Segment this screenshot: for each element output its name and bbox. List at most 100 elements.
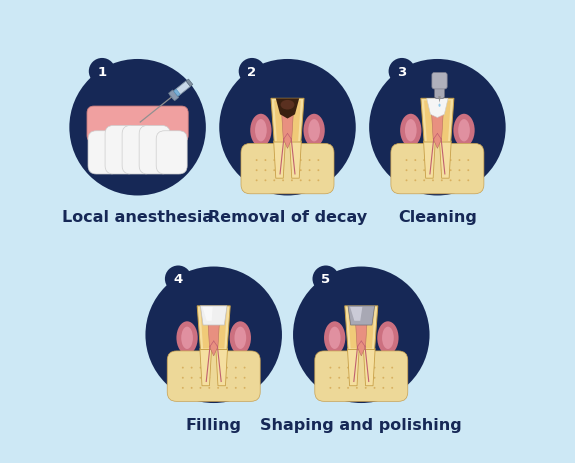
Circle shape [423,160,425,162]
Circle shape [217,367,219,369]
Circle shape [338,377,340,379]
Circle shape [458,180,461,182]
Circle shape [182,377,184,379]
Circle shape [239,59,265,85]
Polygon shape [216,349,228,386]
Circle shape [282,180,284,182]
Circle shape [145,267,282,403]
FancyBboxPatch shape [156,131,187,175]
Circle shape [264,160,266,162]
Circle shape [300,160,302,162]
Circle shape [226,367,228,369]
Circle shape [217,377,219,379]
Text: Shaping and polishing: Shaping and polishing [260,417,462,432]
Circle shape [415,170,416,172]
Polygon shape [271,99,304,143]
Circle shape [329,387,331,389]
FancyBboxPatch shape [391,144,484,194]
Ellipse shape [177,322,198,355]
Circle shape [191,367,193,369]
Circle shape [338,367,340,369]
Circle shape [291,170,293,172]
Circle shape [347,387,349,389]
Ellipse shape [377,322,398,355]
Circle shape [365,367,367,369]
Polygon shape [363,349,375,386]
Ellipse shape [453,114,475,147]
Circle shape [432,160,434,162]
Circle shape [208,367,210,369]
Polygon shape [348,306,374,325]
FancyBboxPatch shape [315,351,408,401]
Circle shape [264,180,266,182]
Circle shape [208,377,210,379]
Circle shape [226,377,228,379]
Polygon shape [274,142,285,179]
Circle shape [415,180,416,182]
Ellipse shape [229,322,251,355]
Circle shape [450,180,451,182]
Ellipse shape [255,120,267,142]
Polygon shape [355,312,367,356]
Circle shape [273,160,275,162]
Polygon shape [274,101,301,142]
Circle shape [365,377,367,379]
FancyBboxPatch shape [105,126,136,175]
Circle shape [347,367,349,369]
Circle shape [300,180,302,182]
Circle shape [300,170,302,172]
Circle shape [165,266,191,293]
Ellipse shape [439,105,440,107]
Circle shape [382,367,384,369]
Circle shape [309,180,311,182]
Circle shape [329,377,331,379]
Circle shape [467,180,469,182]
Circle shape [235,377,237,379]
Circle shape [415,160,416,162]
Circle shape [329,367,331,369]
Circle shape [200,387,201,389]
Circle shape [256,180,258,182]
Circle shape [450,160,451,162]
Circle shape [317,170,319,172]
Circle shape [217,387,219,389]
Polygon shape [427,99,448,118]
Circle shape [256,160,258,162]
Circle shape [182,387,184,389]
Ellipse shape [458,120,470,142]
Polygon shape [431,105,444,149]
Polygon shape [168,91,179,101]
Circle shape [291,180,293,182]
Circle shape [200,367,201,369]
Polygon shape [424,142,435,179]
Circle shape [450,170,451,172]
Circle shape [458,160,461,162]
Circle shape [208,387,210,389]
Circle shape [467,170,469,172]
Circle shape [309,160,311,162]
Circle shape [423,170,425,172]
Polygon shape [290,142,301,179]
Text: 2: 2 [247,66,256,79]
Circle shape [391,367,393,369]
Polygon shape [424,101,451,142]
Circle shape [191,387,193,389]
Ellipse shape [405,120,417,142]
Circle shape [264,170,266,172]
Circle shape [89,59,116,85]
Circle shape [405,180,408,182]
Polygon shape [276,99,299,119]
Circle shape [405,160,408,162]
Circle shape [356,377,358,379]
Circle shape [369,60,505,196]
Ellipse shape [400,114,421,147]
Ellipse shape [181,327,193,349]
Circle shape [70,60,206,196]
Circle shape [244,367,246,369]
Circle shape [191,377,193,379]
Circle shape [365,387,367,389]
Polygon shape [345,306,378,350]
Polygon shape [438,97,441,103]
Circle shape [356,387,358,389]
Text: Local anesthesia: Local anesthesia [62,210,213,225]
